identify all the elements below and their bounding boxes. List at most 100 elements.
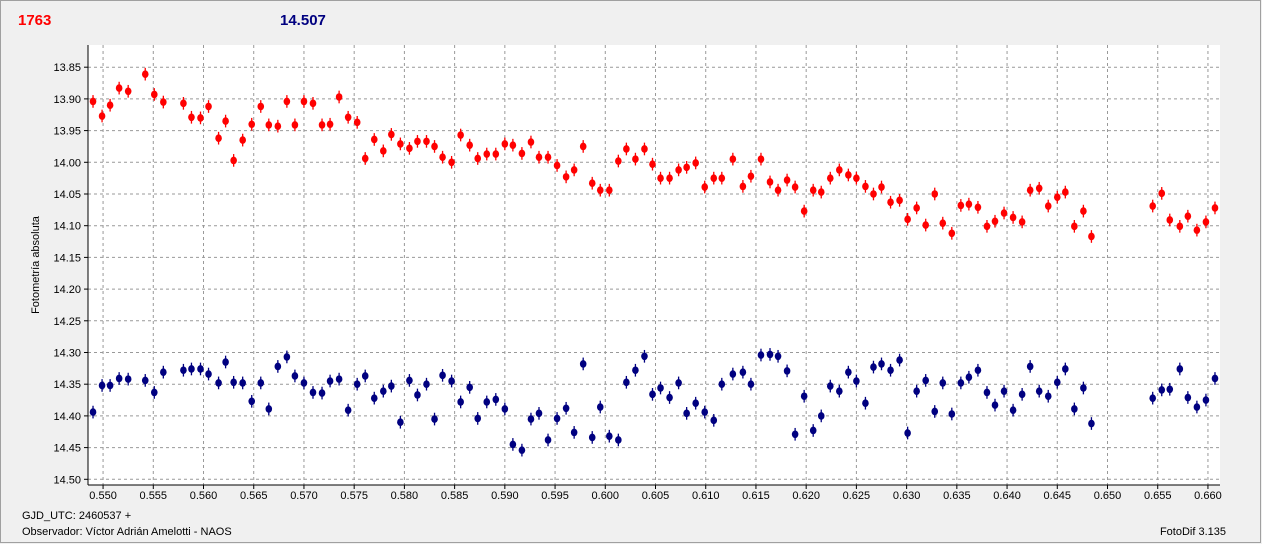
x-tick-label: 0.620	[792, 490, 820, 502]
data-point	[1158, 386, 1166, 394]
data-point	[205, 370, 212, 378]
data-point	[257, 102, 265, 111]
y-tick-label: 14.00	[53, 157, 81, 169]
footer-text: GJD_UTC: 2460537 +	[22, 510, 131, 522]
data-point	[853, 377, 860, 385]
data-point	[1176, 365, 1184, 373]
data-point	[588, 179, 596, 188]
data-point	[370, 135, 378, 144]
data-point	[729, 370, 737, 378]
data-point	[991, 401, 999, 409]
data-point	[1009, 213, 1017, 222]
data-point	[862, 182, 869, 191]
x-tick-label: 0.550	[89, 490, 117, 502]
data-point	[579, 142, 587, 151]
x-tick-label: 0.660	[1194, 490, 1222, 502]
data-point	[845, 368, 852, 376]
x-tick-label: 0.610	[692, 490, 720, 502]
data-point	[239, 379, 246, 387]
x-tick-label: 0.585	[441, 490, 469, 502]
data-point	[527, 415, 535, 423]
data-point	[1018, 218, 1026, 226]
data-point	[965, 373, 973, 382]
data-point	[509, 440, 517, 449]
data-point	[1044, 202, 1052, 210]
data-point	[939, 379, 947, 387]
data-point	[1062, 188, 1069, 196]
data-point	[518, 446, 526, 454]
data-point	[150, 90, 158, 99]
data-point	[1149, 202, 1157, 210]
data-point	[535, 409, 543, 418]
footer-text: Observador: Víctor Adrián Amelotti - NAO…	[22, 526, 232, 538]
grid: 13.85 13.90 13.95 14.00 14.05 14.10 14.15 14.20…	[53, 45, 1222, 502]
data-point	[326, 377, 334, 385]
data-point	[853, 174, 860, 182]
data-point	[862, 399, 869, 408]
data-point	[757, 155, 765, 163]
data-point	[747, 380, 755, 388]
data-point	[1184, 393, 1192, 402]
y-tick-label: 14.30	[53, 347, 81, 359]
data-point	[562, 404, 570, 413]
data-point	[406, 376, 413, 385]
plot-area	[88, 45, 1220, 485]
data-point	[474, 414, 482, 423]
data-point	[509, 141, 517, 149]
data-point	[1000, 387, 1008, 395]
data-point	[180, 99, 187, 108]
x-tick-label: 0.565	[240, 490, 268, 502]
data-point	[300, 97, 308, 106]
data-point	[406, 144, 413, 153]
data-point	[1202, 218, 1210, 226]
x-tick-label: 0.630	[893, 490, 921, 502]
data-point	[878, 360, 885, 368]
data-point	[1035, 387, 1043, 395]
data-point	[1009, 406, 1017, 414]
data-point	[1202, 396, 1210, 404]
data-point	[291, 121, 299, 129]
data-point	[388, 130, 395, 139]
data-point	[965, 200, 973, 208]
data-point	[931, 407, 939, 416]
data-point	[991, 217, 999, 226]
data-point	[562, 173, 570, 181]
data-point	[335, 375, 343, 383]
data-point	[701, 183, 709, 191]
x-tick-label: 0.645	[1044, 490, 1072, 502]
data-point	[606, 186, 613, 194]
y-tick-label: 13.85	[53, 62, 81, 74]
data-point	[623, 145, 630, 153]
data-point	[817, 188, 825, 196]
data-point	[657, 384, 664, 392]
data-point	[457, 131, 464, 139]
marks	[89, 67, 1219, 457]
data-point	[89, 408, 97, 416]
data-point	[257, 379, 265, 387]
x-tick-label: 0.555	[140, 490, 168, 502]
data-point	[649, 160, 656, 168]
data-point	[239, 136, 246, 144]
data-point	[388, 382, 395, 390]
data-point	[248, 120, 256, 129]
data-point	[939, 219, 947, 227]
data-point	[817, 412, 825, 420]
data-point	[222, 117, 229, 125]
data-point	[380, 147, 387, 155]
data-point	[623, 378, 630, 387]
x-tick-label: 0.635	[943, 490, 971, 502]
data-point	[353, 380, 361, 388]
x-tick-label: 0.570	[290, 490, 318, 502]
y-axis-label: Fotometría absoluta	[30, 215, 42, 314]
data-point	[675, 379, 682, 387]
data-point	[791, 430, 799, 439]
data-point	[701, 408, 709, 416]
data-point	[783, 367, 791, 375]
data-point	[957, 201, 965, 210]
data-point	[1026, 362, 1034, 371]
x-tick-label: 0.615	[742, 490, 770, 502]
data-point	[124, 87, 132, 96]
x-tick-label: 0.650	[1094, 490, 1122, 502]
data-point	[1088, 419, 1095, 428]
data-point	[570, 166, 578, 174]
